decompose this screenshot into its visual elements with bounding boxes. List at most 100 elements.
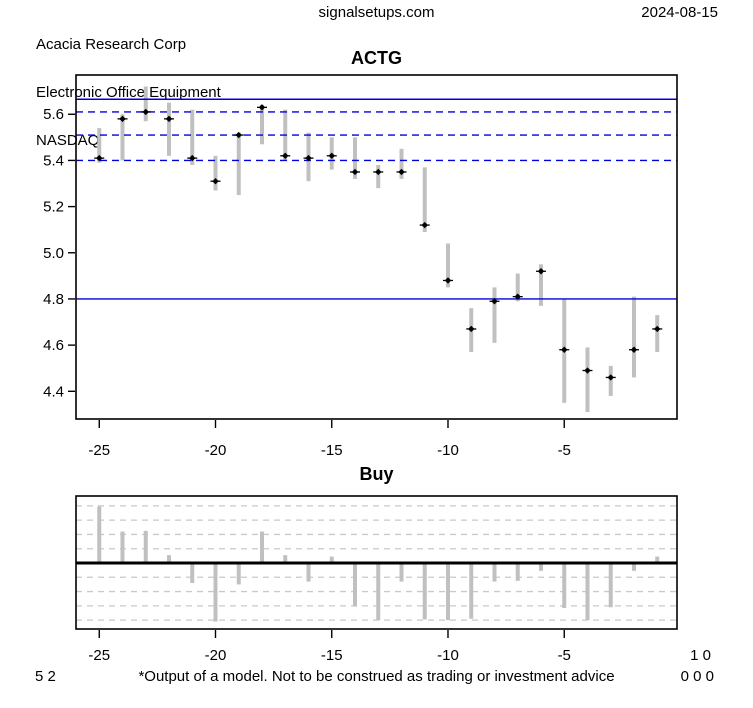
- signal-bar: [422, 563, 427, 620]
- signal-bar: [259, 531, 264, 563]
- x-tick-label: -10: [437, 442, 459, 459]
- close-marker-diamond: [398, 168, 405, 176]
- signal-bar: [329, 556, 334, 563]
- close-marker-diamond: [212, 178, 219, 185]
- signal-bar: [236, 563, 241, 585]
- signal-bar: [655, 556, 660, 563]
- footer-disclaimer: *Output of a model. Not to be construed …: [138, 668, 615, 685]
- y-tick-label: 5.6: [43, 106, 64, 123]
- signal-bar: [143, 530, 148, 563]
- y-tick-label: 4.8: [43, 291, 64, 308]
- signal-bar: [492, 563, 497, 582]
- close-marker-diamond: [514, 293, 521, 300]
- signal-bar: [352, 563, 357, 607]
- y-tick-label: 4.4: [43, 383, 64, 400]
- x-tick-label: -5: [558, 647, 571, 664]
- signal-bar: [120, 531, 125, 563]
- x-tick-label: -20: [205, 442, 227, 459]
- signal-bar: [562, 563, 567, 608]
- close-marker-diamond: [96, 154, 103, 162]
- close-marker-diamond: [305, 154, 312, 162]
- price-range-bar: [120, 114, 125, 161]
- close-marker-diamond: [165, 115, 173, 123]
- footer-left-numbers: 5 2: [35, 668, 56, 685]
- plot-box: [75, 495, 678, 630]
- signal-bar: [469, 563, 474, 619]
- y-tick-label: 5.0: [43, 245, 64, 262]
- signal-bar: [213, 563, 218, 622]
- price-range-bar: [143, 86, 148, 122]
- close-marker-diamond: [119, 115, 126, 123]
- price-range-bar: [190, 109, 195, 166]
- x-tick-label: -25: [88, 442, 110, 459]
- footer-right-numbers-bottom: 0 0 0: [680, 668, 714, 685]
- signal-bar: [608, 563, 613, 608]
- industry-name: Electronic Office Equipment: [36, 84, 221, 101]
- y-tick-label: 4.6: [43, 337, 64, 354]
- signal-bar: [399, 563, 404, 582]
- report-date: 2024-08-15: [641, 4, 718, 21]
- close-marker-diamond: [142, 108, 149, 116]
- price-range-bar: [399, 148, 404, 179]
- header-left-block: Acacia Research Corp Electronic Office E…: [36, 5, 221, 181]
- close-marker-diamond: [235, 131, 242, 139]
- y-tick-label: 5.2: [43, 199, 64, 216]
- price-range-bar: [631, 296, 636, 378]
- close-marker-diamond: [282, 152, 289, 160]
- signal-bar: [97, 506, 102, 563]
- close-marker-diamond: [491, 298, 498, 305]
- y-tick-label: 5.4: [43, 152, 64, 169]
- price-range-bar: [422, 167, 427, 232]
- close-marker-diamond: [375, 168, 382, 176]
- close-marker-diamond: [607, 374, 614, 381]
- close-marker-diamond: [468, 325, 475, 333]
- signal-bar: [515, 563, 520, 581]
- signal-bar: [585, 563, 590, 621]
- close-marker-diamond: [351, 168, 359, 176]
- close-marker-diamond: [537, 268, 545, 275]
- plot-box: [75, 74, 678, 420]
- price-range-bar: [259, 105, 264, 145]
- buy-chart-title: Buy: [359, 464, 394, 484]
- close-marker-diamond: [561, 346, 568, 353]
- price-range-bar: [585, 347, 590, 413]
- close-marker-diamond: [189, 154, 196, 162]
- close-marker-diamond: [654, 325, 661, 333]
- x-tick-label: -20: [205, 647, 227, 664]
- price-range-bar: [538, 264, 543, 306]
- price-range-bar: [492, 287, 497, 343]
- close-marker-diamond: [444, 277, 452, 284]
- price-range-bar: [236, 132, 241, 196]
- price-range-bar: [655, 315, 660, 353]
- signal-bar: [283, 555, 288, 563]
- price-range-bar: [352, 137, 357, 179]
- exchange-name: NASDAQ: [36, 132, 100, 149]
- x-tick-label: -15: [321, 442, 343, 459]
- x-tick-label: -5: [558, 442, 571, 459]
- close-marker-diamond: [630, 346, 638, 353]
- x-tick-label: -10: [437, 647, 459, 664]
- price-range-bar: [97, 128, 102, 163]
- price-range-bar: [166, 102, 171, 156]
- signal-bar: [445, 563, 450, 621]
- price-range-bar: [445, 243, 450, 288]
- x-tick-label: -25: [88, 647, 110, 664]
- close-marker-diamond: [258, 104, 266, 111]
- price-chart-title: ACTG: [351, 48, 402, 68]
- site-name: signalsetups.com: [318, 4, 435, 21]
- price-range-bar: [376, 165, 381, 189]
- signal-bar: [376, 563, 381, 621]
- signal-bar: [306, 563, 311, 582]
- signal-bar: [190, 563, 195, 583]
- signal-bar: [631, 563, 636, 571]
- x-tick-label: -15: [321, 647, 343, 664]
- company-name: Acacia Research Corp: [36, 36, 187, 53]
- signal-bar: [538, 563, 543, 571]
- price-range-bar: [608, 365, 613, 396]
- price-range-bar: [213, 155, 218, 191]
- price-range-bar: [515, 273, 520, 302]
- close-marker-diamond: [421, 221, 428, 229]
- close-marker-diamond: [328, 152, 335, 160]
